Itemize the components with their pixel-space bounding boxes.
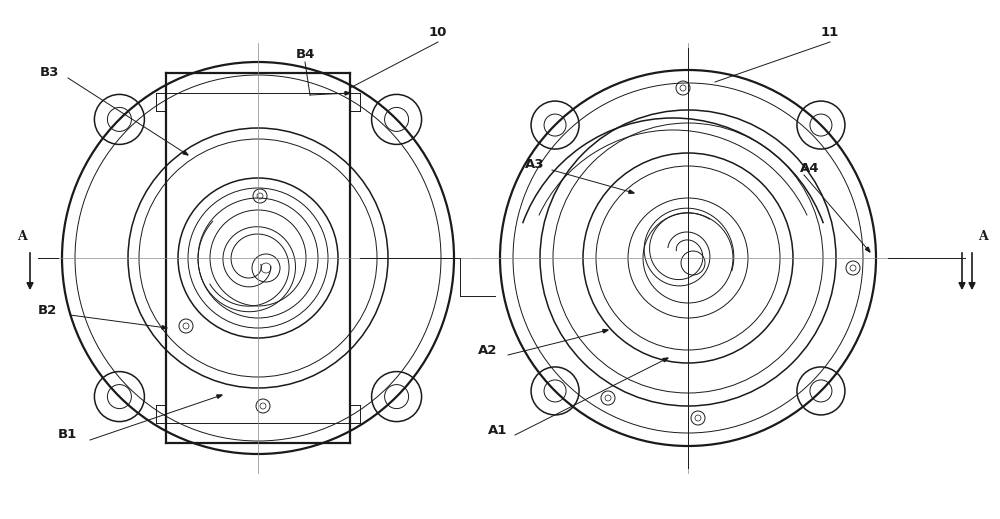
- Text: A2: A2: [478, 344, 497, 357]
- Text: B1: B1: [58, 429, 77, 442]
- Text: B4: B4: [296, 48, 315, 61]
- Polygon shape: [663, 358, 668, 362]
- Text: B3: B3: [40, 65, 59, 78]
- Text: 11: 11: [821, 25, 839, 38]
- Text: A3: A3: [525, 158, 544, 171]
- Text: A4: A4: [800, 161, 820, 174]
- Text: A: A: [978, 230, 988, 243]
- Polygon shape: [183, 151, 188, 155]
- Text: A1: A1: [488, 424, 507, 436]
- Polygon shape: [217, 395, 222, 398]
- Polygon shape: [603, 330, 608, 333]
- Polygon shape: [162, 325, 167, 329]
- Text: 10: 10: [429, 25, 447, 38]
- Text: A: A: [17, 230, 27, 243]
- Polygon shape: [345, 91, 350, 95]
- Polygon shape: [865, 247, 870, 252]
- Text: B2: B2: [38, 304, 57, 317]
- Polygon shape: [629, 190, 634, 194]
